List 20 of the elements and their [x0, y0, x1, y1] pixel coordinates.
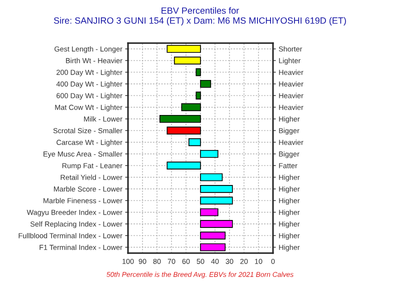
bar: [174, 56, 201, 64]
bar: [200, 184, 233, 193]
chart-subtitle: Sire: SANJIRO 3 GUNI 154 (ET) x Dam: M6 MS MICHIYOSHI 619D (ET): [54, 17, 346, 26]
bar: [200, 220, 233, 228]
bar: [166, 162, 201, 170]
bar: [181, 103, 201, 112]
chart-title: EBV Percentiles for: [162, 7, 239, 14]
bar: [200, 173, 223, 182]
bar: [166, 126, 201, 134]
bar: [200, 80, 212, 88]
bar: [200, 150, 218, 158]
bar: [188, 138, 201, 146]
bar: [200, 232, 226, 240]
bar: [159, 114, 201, 123]
bar: [196, 92, 201, 100]
bar: [200, 208, 218, 216]
bar: [200, 196, 233, 204]
bar: [166, 44, 201, 53]
bar: [196, 68, 201, 76]
bar: [200, 243, 226, 252]
